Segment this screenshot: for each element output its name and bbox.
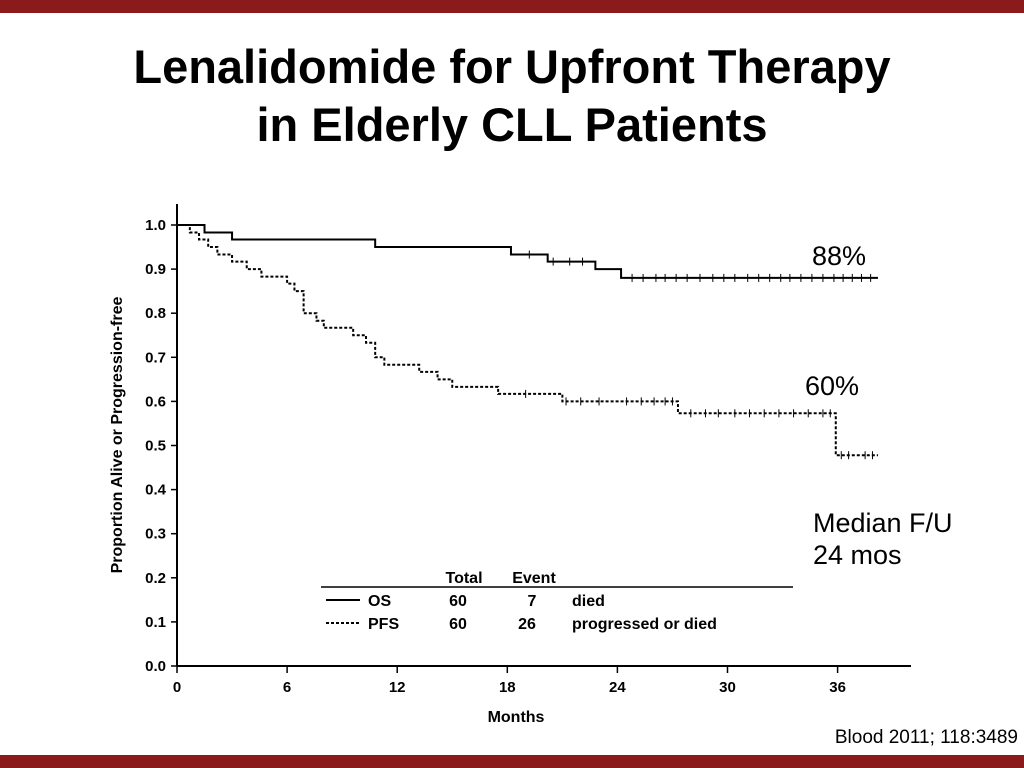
legend-os-total: 60 [449,593,467,610]
os-percent-annotation: 88% [812,241,867,271]
legend-pfs-total: 60 [449,616,467,633]
x-ticks: 0 6 12 18 24 30 36 [173,666,846,696]
x-tick-label: 6 [283,679,291,696]
y-axis-label: Proportion Alive or Progression-free [109,297,126,574]
median-line-2: 24 mos [813,540,902,570]
y-tick-label: 1.0 [145,217,166,234]
y-tick-label: 0.8 [145,305,166,322]
y-tick-label: 0.3 [145,526,166,543]
chart-legend: Total Event OS 60 7 died PFS 60 26 progr… [321,570,793,633]
survival-curves [177,224,878,460]
legend-pfs-name: PFS [368,616,399,633]
chart-axes [176,204,911,667]
pfs-percent-annotation: 60% [805,371,860,401]
y-tick-label: 0.6 [145,393,166,410]
legend-os-event: 7 [528,593,537,610]
median-line-1: Median F/U [813,508,953,538]
x-tick-label: 0 [173,679,181,696]
y-ticks: 0.0 0.1 0.2 0.3 0.4 0.5 0.6 0.7 0.8 0.9 1.0 [145,217,177,675]
legend-os-name: OS [368,593,391,610]
legend-header-event: Event [512,570,556,587]
title-line-2: in Elderly CLL Patients [256,98,768,151]
pfs-curve [177,224,878,457]
slide-title: Lenalidomide for Upfront Therapy in Elde… [0,38,1024,154]
top-accent-bar [0,0,1024,13]
os-curve [177,224,878,279]
y-tick-label: 0.7 [145,349,166,366]
x-tick-label: 30 [719,679,736,696]
y-tick-label: 0.9 [145,261,166,278]
legend-header-total: Total [445,570,482,587]
x-tick-label: 36 [829,679,846,696]
legend-pfs-event: 26 [518,616,536,633]
median-followup-annotation: Median F/U 24 mos [813,507,953,571]
x-tick-label: 12 [389,679,406,696]
y-tick-label: 0.0 [145,658,166,675]
y-tick-label: 0.2 [145,570,166,587]
y-tick-label: 0.5 [145,438,166,455]
legend-os-desc: died [572,593,605,610]
x-tick-label: 18 [499,679,516,696]
bottom-accent-bar [0,755,1024,768]
legend-pfs-desc: progressed or died [572,616,717,633]
x-tick-label: 24 [609,679,626,696]
y-tick-label: 0.1 [145,614,166,631]
y-tick-label: 0.4 [145,482,167,499]
x-axis-label: Months [488,709,545,726]
citation: Blood 2011; 118:3489 [834,727,1018,748]
title-line-1: Lenalidomide for Upfront Therapy [133,40,891,93]
